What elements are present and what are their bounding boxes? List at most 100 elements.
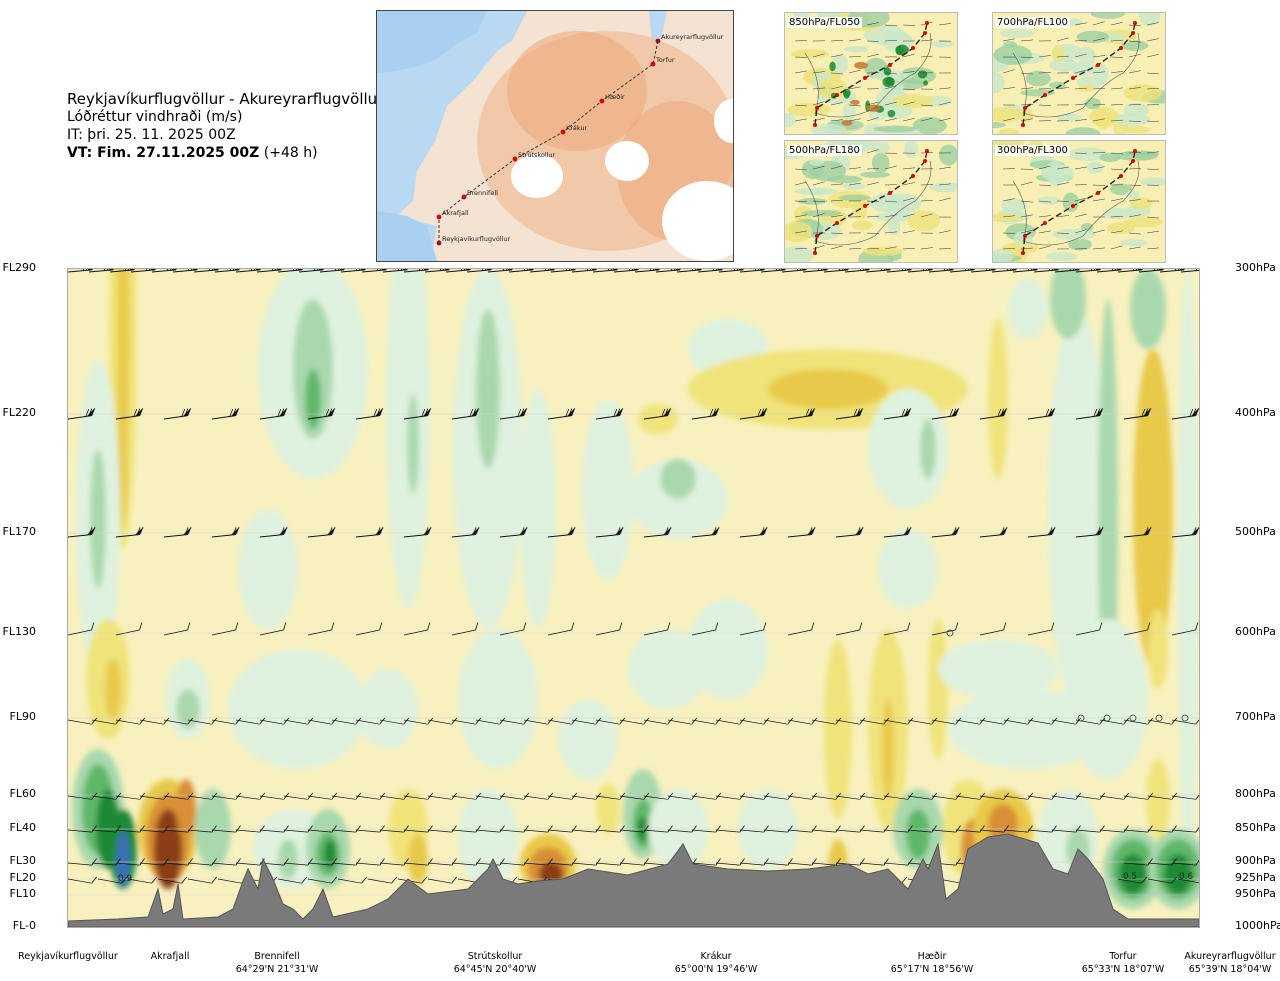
- route-map: Akureyrarflugvöllur Torfur Hæðir Krákur Strú…: [376, 10, 734, 262]
- wind-barb: [211, 622, 239, 636]
- minipanel-850: 850hPa/FL050: [784, 12, 958, 135]
- level-label-right: 900hPa: [1235, 854, 1276, 867]
- station-label: Brennifell 64°29'N 21°31'W: [236, 950, 319, 976]
- level-label-right: 600hPa: [1235, 625, 1276, 638]
- wind-barb: [763, 717, 794, 725]
- minipanel-500-label: 500hPa/FL180: [787, 145, 862, 156]
- wind-barb: [1147, 858, 1177, 866]
- station-name: Hæðir: [917, 951, 947, 962]
- wind-barb: [1027, 717, 1058, 725]
- wind-barb: [307, 858, 337, 866]
- wind-barb: [811, 717, 842, 725]
- wind-barb: [907, 717, 938, 725]
- station-coord: 65°17'N 18°56'W: [890, 964, 974, 975]
- velocity-blob: [1050, 259, 1086, 339]
- route-waypoint: [599, 98, 605, 104]
- station-name: Akureyrarflugvöllur: [1184, 951, 1276, 962]
- wind-barb: [97, 876, 128, 884]
- velocity-blob: [176, 779, 196, 839]
- calm-circle: [1181, 714, 1189, 722]
- wind-barb: [451, 717, 482, 725]
- velocity-blob: [824, 639, 852, 819]
- level-label-left: FL130: [2, 625, 36, 638]
- station-name: Brennifell: [254, 951, 300, 962]
- wind-barb: [1123, 858, 1153, 866]
- wind-barb: [163, 622, 191, 636]
- wind-barb: [331, 858, 361, 866]
- wind-barb: [907, 825, 937, 833]
- wind-barb: [355, 622, 383, 636]
- calm-circle: [1129, 714, 1137, 722]
- wind-barb: [403, 717, 434, 725]
- wind-barb: [1003, 717, 1034, 725]
- level-label-right: 800hPa: [1235, 787, 1276, 800]
- wind-barb: [67, 717, 98, 725]
- wind-barb: [931, 717, 962, 725]
- wind-barb: [403, 622, 431, 636]
- wind-barb: [139, 825, 169, 833]
- wind-barb: [859, 717, 890, 725]
- route-waypoint: [650, 61, 656, 67]
- route-title: Reykjavíkurflugvöllur - Akureyrarflugvöl…: [67, 90, 384, 108]
- minipanel-700-svg: [993, 13, 1165, 134]
- wind-barb: [931, 825, 961, 833]
- minipanel-700-label: 700hPa/FL100: [995, 17, 1070, 28]
- wind-barb: [811, 858, 841, 866]
- minipanel-850-svg: [785, 13, 957, 134]
- wind-barb: [283, 717, 314, 725]
- wind-barb: [1003, 825, 1033, 833]
- route-waypoint: [512, 156, 518, 162]
- wind-barb: [1147, 876, 1178, 884]
- velocity-blob: [407, 394, 419, 494]
- wind-barb: [1147, 825, 1177, 833]
- level-label-left: FL40: [9, 821, 36, 834]
- wind-barb: [307, 825, 337, 833]
- wind-barb: [1123, 825, 1153, 833]
- velocity-blob: [358, 669, 418, 749]
- wind-barb: [211, 717, 242, 725]
- velocity-blob: [324, 840, 336, 868]
- wind-barb: [571, 825, 601, 833]
- wind-barb: [67, 858, 97, 866]
- station-name: Krákur: [700, 951, 732, 962]
- wind-barb: [595, 825, 625, 833]
- station-label: Strútskollur 64°45'N 20°40'W: [454, 950, 537, 976]
- minipanel-300-svg: [993, 141, 1165, 262]
- wind-barb: [859, 825, 889, 833]
- wind-barb: [1027, 825, 1057, 833]
- wind-barb: [691, 717, 722, 725]
- cross-section-svg: 0.9 0.5 0.6: [67, 109, 1209, 928]
- wind-barb: [499, 622, 527, 636]
- station-label: Krákur 65°00'N 19°46'W: [675, 950, 758, 976]
- velocity-blob: [660, 459, 696, 499]
- minipanel-850-label: 850hPa/FL050: [787, 17, 862, 28]
- wind-barb: [337, 876, 368, 884]
- wind-barb: [235, 825, 265, 833]
- wind-barb: [619, 858, 649, 866]
- wind-barb: [595, 717, 626, 725]
- velocity-blob: [1178, 269, 1198, 869]
- wind-barb: [715, 858, 745, 866]
- velocity-blob: [520, 389, 556, 629]
- wind-barb: [763, 858, 793, 866]
- station-label: Hæðir 65°17'N 18°56'W: [891, 950, 974, 976]
- wind-barb: [523, 858, 553, 866]
- velocity-blob: [1133, 349, 1173, 669]
- level-label-right: 850hPa: [1235, 821, 1276, 834]
- level-label-left: FL30: [9, 854, 36, 867]
- velocity-blob: [476, 309, 500, 469]
- wind-barb: [787, 717, 818, 725]
- velocity-blob: [558, 699, 618, 779]
- wind-barb: [739, 717, 770, 725]
- map-waypoint-label: Reykjavíkurflugvöllur: [442, 235, 511, 243]
- value-annotation: 0.6: [1179, 872, 1194, 882]
- wind-barb: [451, 825, 481, 833]
- wind-barb: [835, 825, 865, 833]
- wind-barb: [427, 717, 458, 725]
- wind-barb: [787, 622, 815, 636]
- value-annotations: 0.9 0.5 0.6: [118, 872, 1194, 884]
- wind-barb: [283, 858, 313, 866]
- wind-barb: [547, 825, 577, 833]
- wind-barb: [115, 825, 145, 833]
- velocity-blob: [988, 804, 1018, 844]
